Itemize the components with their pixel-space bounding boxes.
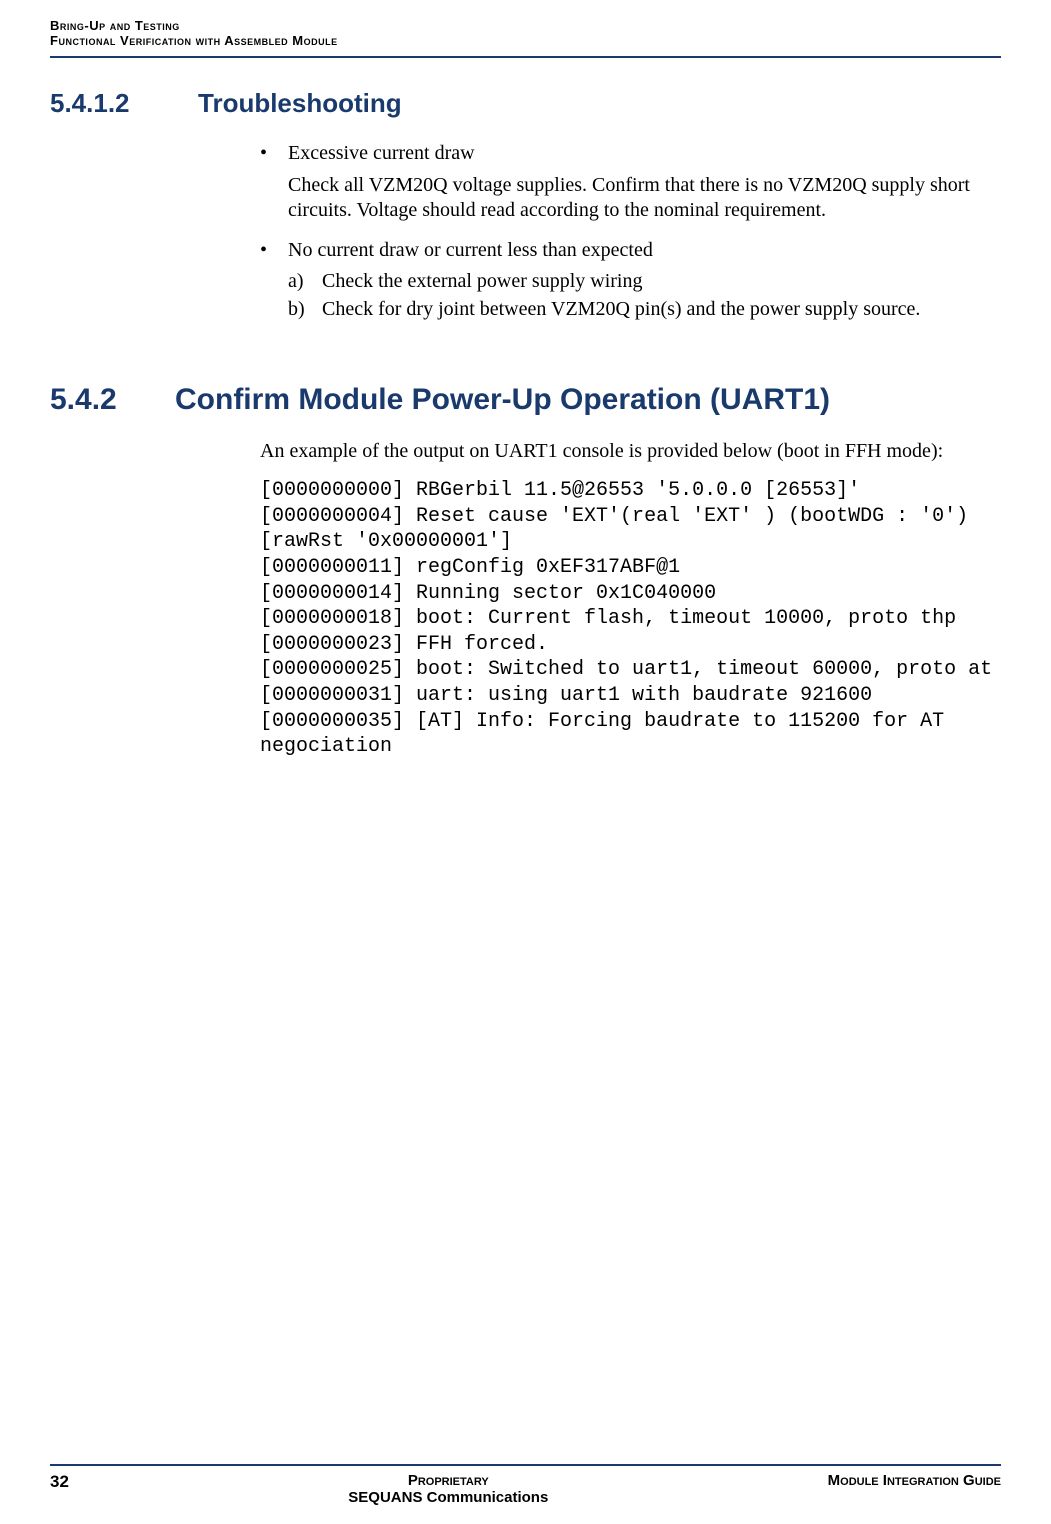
bullet-text: Excessive current draw — [288, 141, 1001, 167]
sub-text: Check for dry joint between VZM20Q pin(s… — [322, 297, 1001, 323]
heading-number: 5.4.2 — [50, 383, 175, 417]
heading-confirm-powerup: 5.4.2Confirm Module Power-Up Operation (… — [50, 383, 1001, 417]
sub-marker: b) — [288, 297, 322, 323]
bullet-item: • Excessive current draw — [260, 141, 1001, 167]
heading-troubleshooting: 5.4.1.2Troubleshooting — [50, 88, 1001, 119]
bullet-marker: • — [260, 238, 288, 264]
heading-number: 5.4.1.2 — [50, 88, 198, 119]
page-header: Bring-Up and Testing Functional Verifica… — [50, 0, 1001, 58]
bullet-text: No current draw or current less than exp… — [288, 238, 1001, 264]
console-output: [0000000000] RBGerbil 11.5@26553 '5.0.0.… — [260, 478, 1001, 760]
sub-marker: a) — [288, 269, 322, 295]
footer-doc-title: Module Integration Guide — [828, 1472, 1001, 1489]
section2-body: An example of the output on UART1 consol… — [260, 439, 1001, 760]
page-footer: 32 Proprietary SEQUANS Communications Mo… — [50, 1464, 1001, 1506]
bullet-item: • No current draw or current less than e… — [260, 238, 1001, 264]
heading-title: Confirm Module Power-Up Operation (UART1… — [175, 383, 830, 416]
header-chapter: Bring-Up and Testing — [50, 18, 1001, 33]
sub-item: a) Check the external power supply wirin… — [288, 269, 1001, 295]
intro-paragraph: An example of the output on UART1 consol… — [260, 439, 1001, 465]
footer-center: Proprietary SEQUANS Communications — [348, 1472, 548, 1506]
footer-proprietary: Proprietary — [348, 1472, 548, 1489]
bullet-marker: • — [260, 141, 288, 167]
section1-body: • Excessive current draw Check all VZM20… — [260, 141, 1001, 323]
footer-company: SEQUANS Communications — [348, 1489, 548, 1506]
page-number: 32 — [50, 1472, 69, 1492]
header-section: Functional Verification with Assembled M… — [50, 33, 1001, 48]
sub-text: Check the external power supply wiring — [322, 269, 1001, 295]
sub-item: b) Check for dry joint between VZM20Q pi… — [288, 297, 1001, 323]
sub-list: a) Check the external power supply wirin… — [288, 269, 1001, 322]
heading-title: Troubleshooting — [198, 88, 402, 118]
page-content: 5.4.1.2Troubleshooting • Excessive curre… — [50, 58, 1001, 760]
bullet-followup: Check all VZM20Q voltage supplies. Confi… — [288, 173, 1001, 224]
